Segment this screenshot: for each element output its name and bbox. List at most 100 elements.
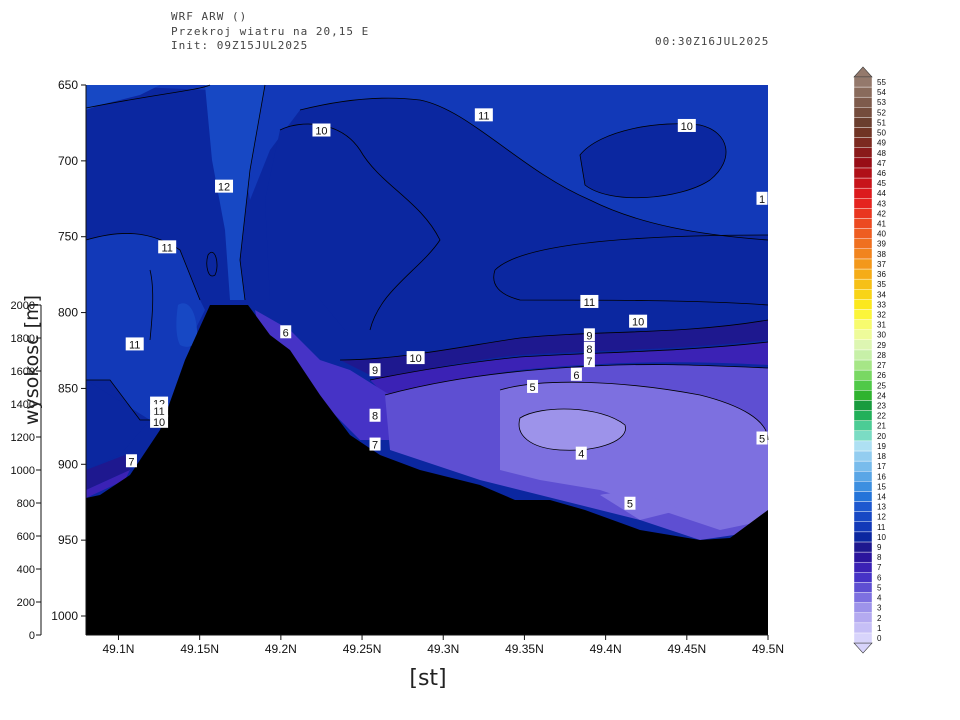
- colorbar-label: 30: [877, 331, 886, 340]
- height-tick-label: 200: [17, 597, 35, 609]
- contour-label-text: 7: [128, 456, 134, 468]
- colorbar-swatch: [853, 632, 873, 644]
- height-tick-label: 400: [17, 564, 35, 576]
- init-time: Init: 09Z15JUL2025: [171, 39, 309, 52]
- contour-line: [493, 269, 769, 306]
- contour-labels: 11101011211111110987610987654551211107: [125, 108, 768, 511]
- colorbar-label: 13: [877, 503, 886, 512]
- colorbar-label: 51: [877, 118, 886, 127]
- colorbar-swatch: [853, 380, 873, 391]
- contour-label-text: 11: [161, 242, 172, 254]
- contour-label-text: 4: [578, 449, 584, 461]
- colorbar-label: 21: [877, 422, 886, 431]
- colorbar-label: 36: [877, 270, 886, 279]
- colorbar-label: 39: [877, 240, 886, 249]
- wind-region-9: [340, 320, 768, 380]
- pressure-tick-label: 800: [58, 306, 78, 320]
- contour-label: 9: [583, 328, 595, 342]
- contour-label: 1: [756, 191, 768, 206]
- contour-label-text: 10: [315, 126, 327, 138]
- colorbar-label: 47: [877, 159, 886, 168]
- colorbar-max-arrow: [853, 66, 873, 78]
- wind-region-9: [86, 455, 130, 490]
- contour-label-text: 6: [283, 327, 289, 339]
- contour-label: 8: [369, 408, 381, 423]
- contour-label: 10: [629, 314, 648, 329]
- contour-label: 6: [570, 367, 582, 382]
- contour-label: 8: [583, 341, 595, 356]
- contour-label-text: 11: [153, 406, 164, 418]
- contour-label: 12: [215, 179, 234, 194]
- contour-label-text: 5: [529, 382, 535, 394]
- colorbar-swatch: [853, 481, 873, 492]
- height-tick-label: 1000: [11, 465, 35, 477]
- colorbar-swatch: [853, 602, 873, 613]
- colorbar-label: 3: [877, 604, 882, 613]
- chart-title: Przekroj wiatru na 20,15 E: [171, 25, 370, 38]
- colorbar-label: 26: [877, 371, 886, 380]
- colorbar-swatch: [853, 137, 873, 148]
- colorbar-label: 33: [877, 300, 886, 309]
- x-tick-label: 49.3N: [427, 642, 459, 656]
- colorbar-swatch: [853, 96, 873, 108]
- pressure-tick-label: 750: [58, 230, 78, 244]
- wind-region-7: [86, 470, 130, 498]
- contour-label-box: [756, 431, 768, 445]
- contour-label-box: [756, 191, 768, 205]
- contour-line: [206, 252, 218, 277]
- colorbar-swatch: [853, 167, 873, 179]
- contour-label-box: [125, 454, 137, 468]
- colorbar-swatch: [853, 450, 873, 462]
- contour-label: 11: [580, 294, 599, 309]
- colorbar-swatch: [853, 117, 873, 128]
- colorbar-label: 28: [877, 351, 886, 360]
- contour-label-box: [406, 351, 425, 365]
- colorbar-label: 29: [877, 341, 886, 350]
- contour-label: 9: [369, 363, 381, 377]
- contour-label-text: 7: [372, 440, 378, 452]
- colorbar-label: 49: [877, 139, 886, 148]
- colorbar-swatch: [853, 420, 873, 431]
- contour-label-box: [215, 179, 234, 193]
- colorbar-swatch: [853, 147, 873, 159]
- colorbar-swatch: [853, 369, 873, 381]
- x-tick-label: 49.1N: [102, 642, 134, 656]
- pressure-tick-label: 650: [58, 78, 78, 92]
- colorbar-label: 4: [877, 594, 882, 603]
- contour-label-box: [583, 328, 595, 342]
- contour-line: [299, 97, 769, 241]
- colorbar-swatch: [853, 86, 873, 98]
- colorbar-swatch: [853, 278, 873, 290]
- colorbar-label: 7: [877, 563, 882, 572]
- colorbar-label: 23: [877, 401, 886, 410]
- x-tick-label: 49.5N: [752, 642, 784, 656]
- contour-label-box: [280, 325, 292, 339]
- colorbar-swatch: [853, 612, 873, 624]
- contour-line: [369, 341, 769, 381]
- contour-label-text: 1: [759, 194, 765, 206]
- contour-label-box: [125, 337, 144, 351]
- colorbar-label: 1: [877, 624, 882, 633]
- colorbar-swatch: [853, 471, 873, 482]
- colorbar-swatch: [853, 349, 873, 361]
- y-axis-label: wysokosc [m]: [21, 295, 43, 425]
- colorbar-label: 43: [877, 199, 886, 208]
- colorbar-swatch: [853, 157, 873, 169]
- colorbar-label: 10: [877, 533, 886, 542]
- colorbar-swatch: [853, 541, 873, 553]
- wind-region-10: [86, 380, 150, 470]
- contour-line: [579, 123, 727, 199]
- x-tick-label: 49.15N: [180, 642, 219, 656]
- pressure-tick-label: 950: [58, 533, 78, 547]
- contour-label-text: 12: [218, 182, 230, 194]
- colorbar-label: 34: [877, 290, 886, 299]
- contour-label-box: [150, 404, 169, 418]
- pressure-tick-label: 1000: [51, 609, 78, 623]
- contour-line: [494, 234, 769, 271]
- colorbar-swatch: [853, 582, 873, 593]
- contour-label-text: 7: [586, 356, 592, 368]
- colorbar-swatch: [853, 127, 873, 138]
- colorbar-swatch: [853, 491, 873, 502]
- contour-label: 4: [575, 446, 587, 461]
- pressure-tick-label: 900: [58, 457, 78, 471]
